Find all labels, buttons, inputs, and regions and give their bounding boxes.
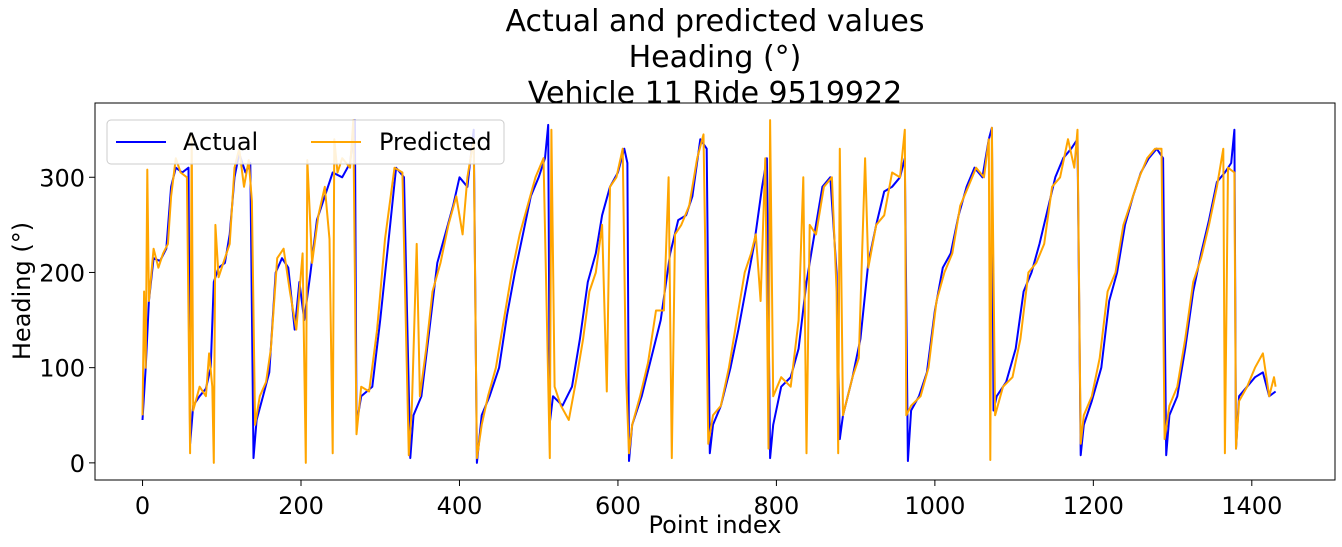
x-tick-label-400: 400: [437, 492, 483, 520]
legend-box: [106, 119, 505, 165]
chart-title-line-1: Actual and predicted values: [506, 4, 925, 39]
y-axis: 0 100 200 300: [39, 164, 95, 478]
chart-title-line-3: Vehicle 11 Ride 9519922: [528, 76, 902, 111]
x-tick-label-1400: 1400: [1221, 492, 1282, 520]
series-line-predicted: [141, 119, 1277, 464]
y-tick-label-0: 0: [70, 450, 85, 478]
plot-frame: [94, 102, 1336, 481]
x-tick-label-800: 800: [753, 492, 799, 520]
x-tick-label-1200: 1200: [1063, 492, 1124, 520]
x-tick-label-200: 200: [278, 492, 324, 520]
x-axis-label: Point index: [649, 511, 782, 539]
legend-label-actual: Actual: [183, 128, 258, 156]
x-tick-label-600: 600: [595, 492, 641, 520]
x-axis: 0 200 400 600 800 1000 1200 1400: [135, 480, 1282, 520]
chart-title-line-2: Heading (°): [629, 40, 802, 75]
x-tick-label-0: 0: [135, 492, 150, 520]
series-layer: [141, 119, 1277, 464]
x-tick-label-1000: 1000: [904, 492, 965, 520]
legend-label-predicted: Predicted: [379, 128, 492, 156]
series-line-actual: [141, 119, 1277, 464]
legend: Actual Predicted: [106, 119, 505, 165]
y-axis-label: Heading (°): [8, 222, 36, 360]
y-tick-label-300: 300: [39, 164, 85, 192]
y-tick-label-200: 200: [39, 259, 85, 287]
y-tick-label-100: 100: [39, 355, 85, 383]
